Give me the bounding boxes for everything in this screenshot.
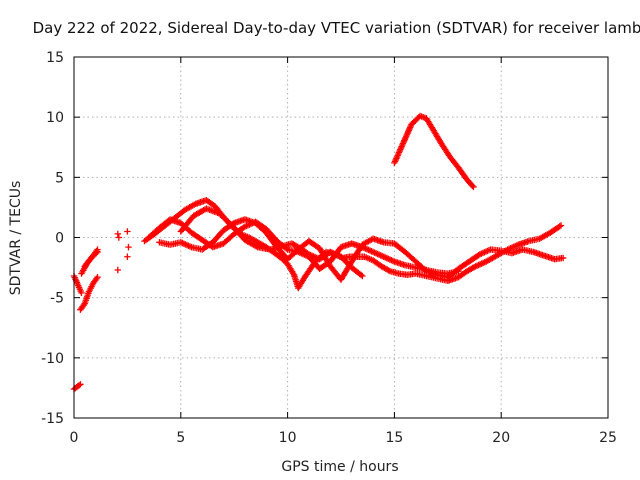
data-point <box>559 254 567 262</box>
data-point <box>93 249 100 257</box>
data-point <box>385 267 392 274</box>
grid-lines <box>74 57 608 418</box>
data-point <box>556 223 563 230</box>
y-tick-label: 10 <box>46 110 64 126</box>
data-point <box>400 138 407 146</box>
data-point <box>395 150 402 158</box>
data-point <box>115 234 123 241</box>
data-point <box>253 243 260 250</box>
data-point <box>77 381 84 388</box>
data-point <box>359 272 366 280</box>
data-point <box>404 130 411 137</box>
y-tick-label: 0 <box>55 231 64 247</box>
data-point <box>393 155 400 162</box>
data-point <box>396 147 403 155</box>
x-tick-label: 20 <box>492 430 510 446</box>
data-point <box>392 156 399 164</box>
data-point <box>94 248 101 256</box>
y-tick-label: 5 <box>55 170 64 186</box>
data-point <box>406 125 413 133</box>
data-point <box>397 144 405 152</box>
y-tick-label: 15 <box>46 50 64 66</box>
data-point <box>395 149 403 156</box>
data-point <box>557 222 565 229</box>
data-point <box>401 137 408 144</box>
x-tick-label: 0 <box>70 430 79 446</box>
data-point <box>94 274 101 281</box>
data-marks <box>70 112 567 393</box>
data-point <box>125 243 132 251</box>
x-tick-label: 10 <box>279 430 297 446</box>
data-point <box>391 158 399 165</box>
chart-title: Day 222 of 2022, Sidereal Day-to-day VTE… <box>33 19 640 37</box>
data-point <box>114 230 121 238</box>
data-point <box>114 266 121 274</box>
data-point <box>405 127 413 134</box>
data-point <box>78 289 85 297</box>
y-tick-label: -15 <box>41 411 64 427</box>
data-point <box>403 131 411 138</box>
y-tick-label: -10 <box>41 351 64 367</box>
x-tick-label: 15 <box>385 430 403 446</box>
data-point <box>357 271 365 279</box>
data-point <box>401 135 409 143</box>
x-tick-label: 25 <box>599 430 617 446</box>
data-point <box>397 146 404 153</box>
data-point <box>399 140 407 147</box>
data-point <box>402 134 409 141</box>
x-tick-label: 5 <box>176 430 185 446</box>
data-point <box>394 152 401 159</box>
data-point <box>124 253 131 260</box>
axis-ticks: 0 5 10 15 20 25 -15 -10 -5 0 5 10 15 <box>41 50 617 446</box>
data-point <box>406 124 414 131</box>
data-point <box>469 182 476 189</box>
data-point <box>75 382 83 389</box>
data-point <box>391 159 398 167</box>
data-point <box>470 183 477 191</box>
y-axis-label: SDTVAR / TECUs <box>8 181 24 296</box>
y-tick-label: -5 <box>50 291 64 307</box>
x-axis-label: GPS time / hours <box>281 459 398 475</box>
data-point <box>398 143 405 150</box>
data-point <box>399 141 406 149</box>
data-point <box>403 133 410 140</box>
data-point <box>124 228 131 235</box>
data-point <box>405 128 412 135</box>
data-point <box>393 153 401 161</box>
